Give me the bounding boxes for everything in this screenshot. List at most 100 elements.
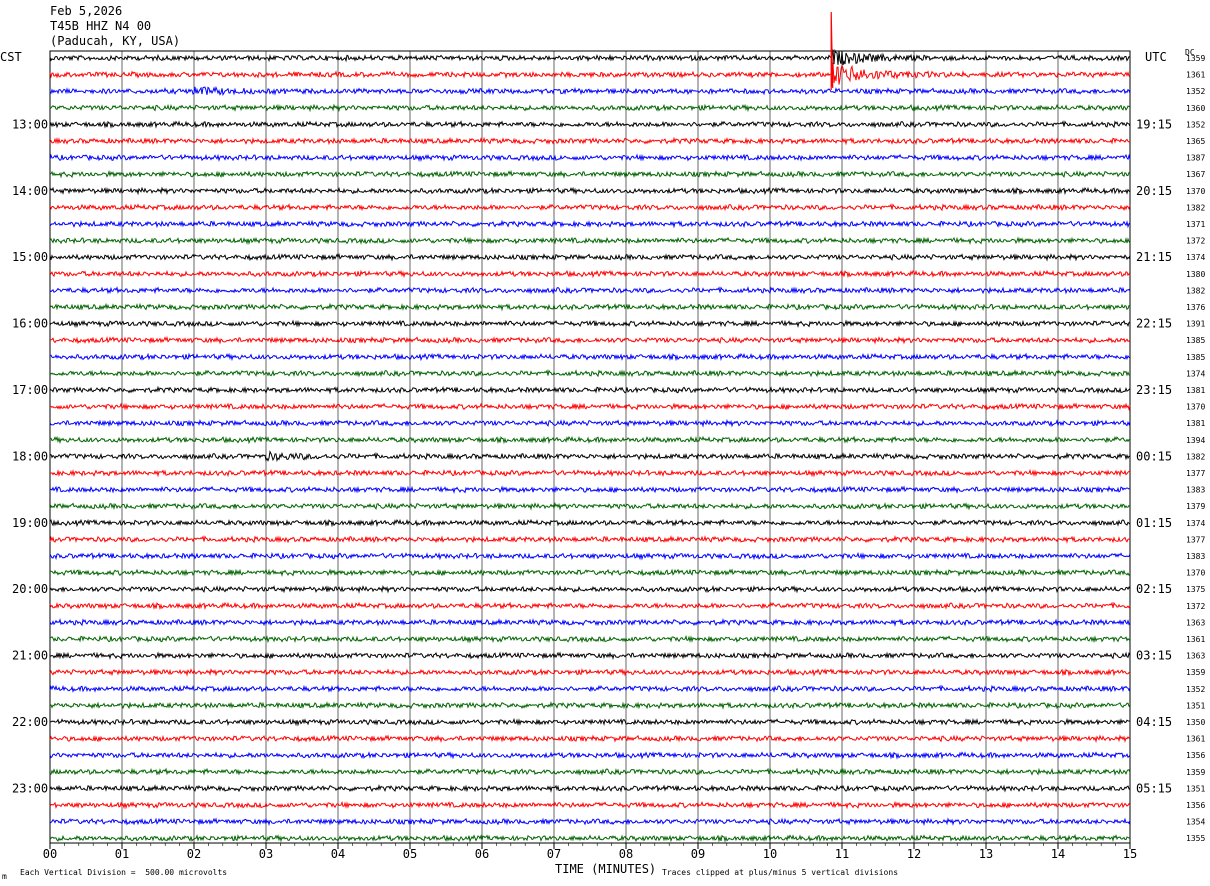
division-scale-note: Each Vertical Division = 500.00 microvol… bbox=[20, 868, 228, 877]
dc-offset-label: 1374 bbox=[1186, 253, 1205, 262]
plot-frame bbox=[49, 50, 1131, 844]
right-hour-label: 01:15 bbox=[1136, 516, 1172, 530]
dc-offset-label: 1383 bbox=[1186, 552, 1205, 561]
dc-offset-label: 1381 bbox=[1186, 386, 1205, 395]
dc-offset-label: 1385 bbox=[1186, 336, 1205, 345]
seismic-trace bbox=[49, 717, 1131, 727]
dc-offset-label: 1383 bbox=[1186, 486, 1205, 495]
seismic-trace bbox=[49, 369, 1131, 378]
right-hour-label: 04:15 bbox=[1136, 715, 1172, 729]
dc-offset-label: 1381 bbox=[1186, 419, 1205, 428]
dc-offset-label: 1365 bbox=[1186, 137, 1205, 146]
seismic-trace bbox=[49, 352, 1131, 362]
right-hour-label: 03:15 bbox=[1136, 649, 1172, 663]
seismic-trace bbox=[49, 252, 1131, 262]
left-hour-label: 23:00 bbox=[12, 781, 48, 795]
left-hour-label: 15:00 bbox=[12, 250, 48, 264]
right-hour-label: 21:15 bbox=[1136, 250, 1172, 264]
dc-offset-label: 1372 bbox=[1186, 602, 1205, 611]
seismic-trace bbox=[49, 634, 1131, 644]
seismic-trace bbox=[49, 435, 1131, 445]
dc-offset-label: 1376 bbox=[1186, 303, 1205, 312]
seismic-trace bbox=[49, 319, 1131, 329]
dc-offset-label: 1394 bbox=[1186, 436, 1205, 445]
dc-offset-label: 1372 bbox=[1186, 237, 1205, 246]
seismic-trace bbox=[49, 418, 1131, 428]
x-tick-label: 04 bbox=[331, 847, 345, 861]
seismic-trace bbox=[49, 269, 1131, 279]
dc-offset-label: 1363 bbox=[1186, 618, 1205, 627]
dc-offset-label: 1387 bbox=[1186, 154, 1205, 163]
x-tick-label: 07 bbox=[547, 847, 561, 861]
dc-column-label: DC bbox=[1185, 48, 1195, 57]
seismic-trace bbox=[49, 783, 1131, 793]
seismic-trace bbox=[49, 617, 1131, 627]
dc-offset-label: 1355 bbox=[1186, 834, 1205, 843]
seismic-trace bbox=[50, 169, 1131, 179]
x-tick-label: 09 bbox=[691, 847, 705, 861]
left-hour-label: 22:00 bbox=[12, 715, 48, 729]
right-hour-label: 22:15 bbox=[1136, 317, 1172, 331]
seismic-trace bbox=[49, 534, 1130, 544]
x-tick-label: 10 bbox=[763, 847, 777, 861]
seismic-trace bbox=[49, 485, 1131, 494]
plot-date: Feb 5,2026 bbox=[50, 4, 123, 18]
seismic-trace bbox=[49, 817, 1131, 827]
dc-offset-label: 1374 bbox=[1186, 519, 1205, 528]
left-timezone-label: CST bbox=[0, 50, 22, 64]
right-hour-label: 19:15 bbox=[1136, 117, 1172, 131]
dc-offset-label: 1352 bbox=[1186, 120, 1205, 129]
dc-offset-label: 1371 bbox=[1186, 220, 1205, 229]
left-hour-label: 16:00 bbox=[12, 317, 48, 331]
x-tick-label: 02 bbox=[187, 847, 201, 861]
seismic-trace bbox=[49, 833, 1131, 843]
x-tick-label: 12 bbox=[907, 847, 921, 861]
clip-note: Traces clipped at plus/minus 5 vertical … bbox=[662, 868, 899, 877]
seismic-trace bbox=[49, 85, 1131, 97]
event-spike bbox=[830, 11, 834, 90]
dc-offset-label: 1379 bbox=[1186, 502, 1205, 511]
seismic-trace bbox=[49, 568, 1131, 577]
dc-offset-label: 1370 bbox=[1186, 569, 1205, 578]
left-hour-label: 20:00 bbox=[12, 582, 48, 596]
dc-offset-label: 1351 bbox=[1186, 784, 1205, 793]
seismic-trace bbox=[49, 203, 1131, 212]
seismic-trace bbox=[49, 103, 1131, 113]
seismic-trace bbox=[49, 385, 1131, 395]
x-tick-label: 15 bbox=[1123, 847, 1137, 861]
left-hour-label: 14:00 bbox=[12, 184, 48, 198]
dc-offset-label: 1352 bbox=[1186, 87, 1205, 96]
dc-offset-label: 1380 bbox=[1186, 270, 1205, 279]
x-tick-label: 08 bbox=[619, 847, 633, 861]
seismic-trace bbox=[49, 186, 1131, 196]
dc-offset-label: 1370 bbox=[1186, 187, 1205, 196]
dc-offset-label: 1382 bbox=[1186, 286, 1205, 295]
seismic-trace bbox=[49, 684, 1131, 693]
dc-offset-label: 1375 bbox=[1186, 585, 1205, 594]
seismic-trace bbox=[49, 402, 1131, 411]
x-tick-label: 05 bbox=[403, 847, 417, 861]
dc-offset-label: 1382 bbox=[1186, 203, 1205, 212]
right-hour-label: 00:15 bbox=[1136, 449, 1172, 463]
station-location: (Paducah, KY, USA) bbox=[50, 34, 181, 48]
seismic-trace bbox=[49, 601, 1131, 611]
x-tick-label: 13 bbox=[979, 847, 993, 861]
x-tick-label: 03 bbox=[259, 847, 273, 861]
right-hour-label: 02:15 bbox=[1136, 582, 1172, 596]
dc-offset-label: 1374 bbox=[1186, 369, 1205, 378]
x-tick-label: 00 bbox=[43, 847, 57, 861]
dc-offset-label: 1356 bbox=[1186, 801, 1205, 810]
dc-offset-label: 1352 bbox=[1186, 685, 1205, 694]
dc-offset-label: 1351 bbox=[1186, 701, 1205, 710]
seismic-trace bbox=[49, 651, 1131, 660]
dc-offset-label: 1361 bbox=[1186, 635, 1205, 644]
seismic-trace bbox=[49, 62, 1131, 87]
seismic-trace bbox=[49, 700, 1131, 710]
seismic-trace bbox=[49, 468, 1131, 478]
left-hour-label: 17:00 bbox=[12, 383, 48, 397]
seismic-trace bbox=[49, 236, 1131, 246]
dc-offset-label: 1385 bbox=[1186, 353, 1205, 362]
seismic-trace bbox=[49, 136, 1131, 146]
dc-offset-label: 1354 bbox=[1186, 818, 1205, 827]
seismic-trace bbox=[49, 219, 1131, 229]
